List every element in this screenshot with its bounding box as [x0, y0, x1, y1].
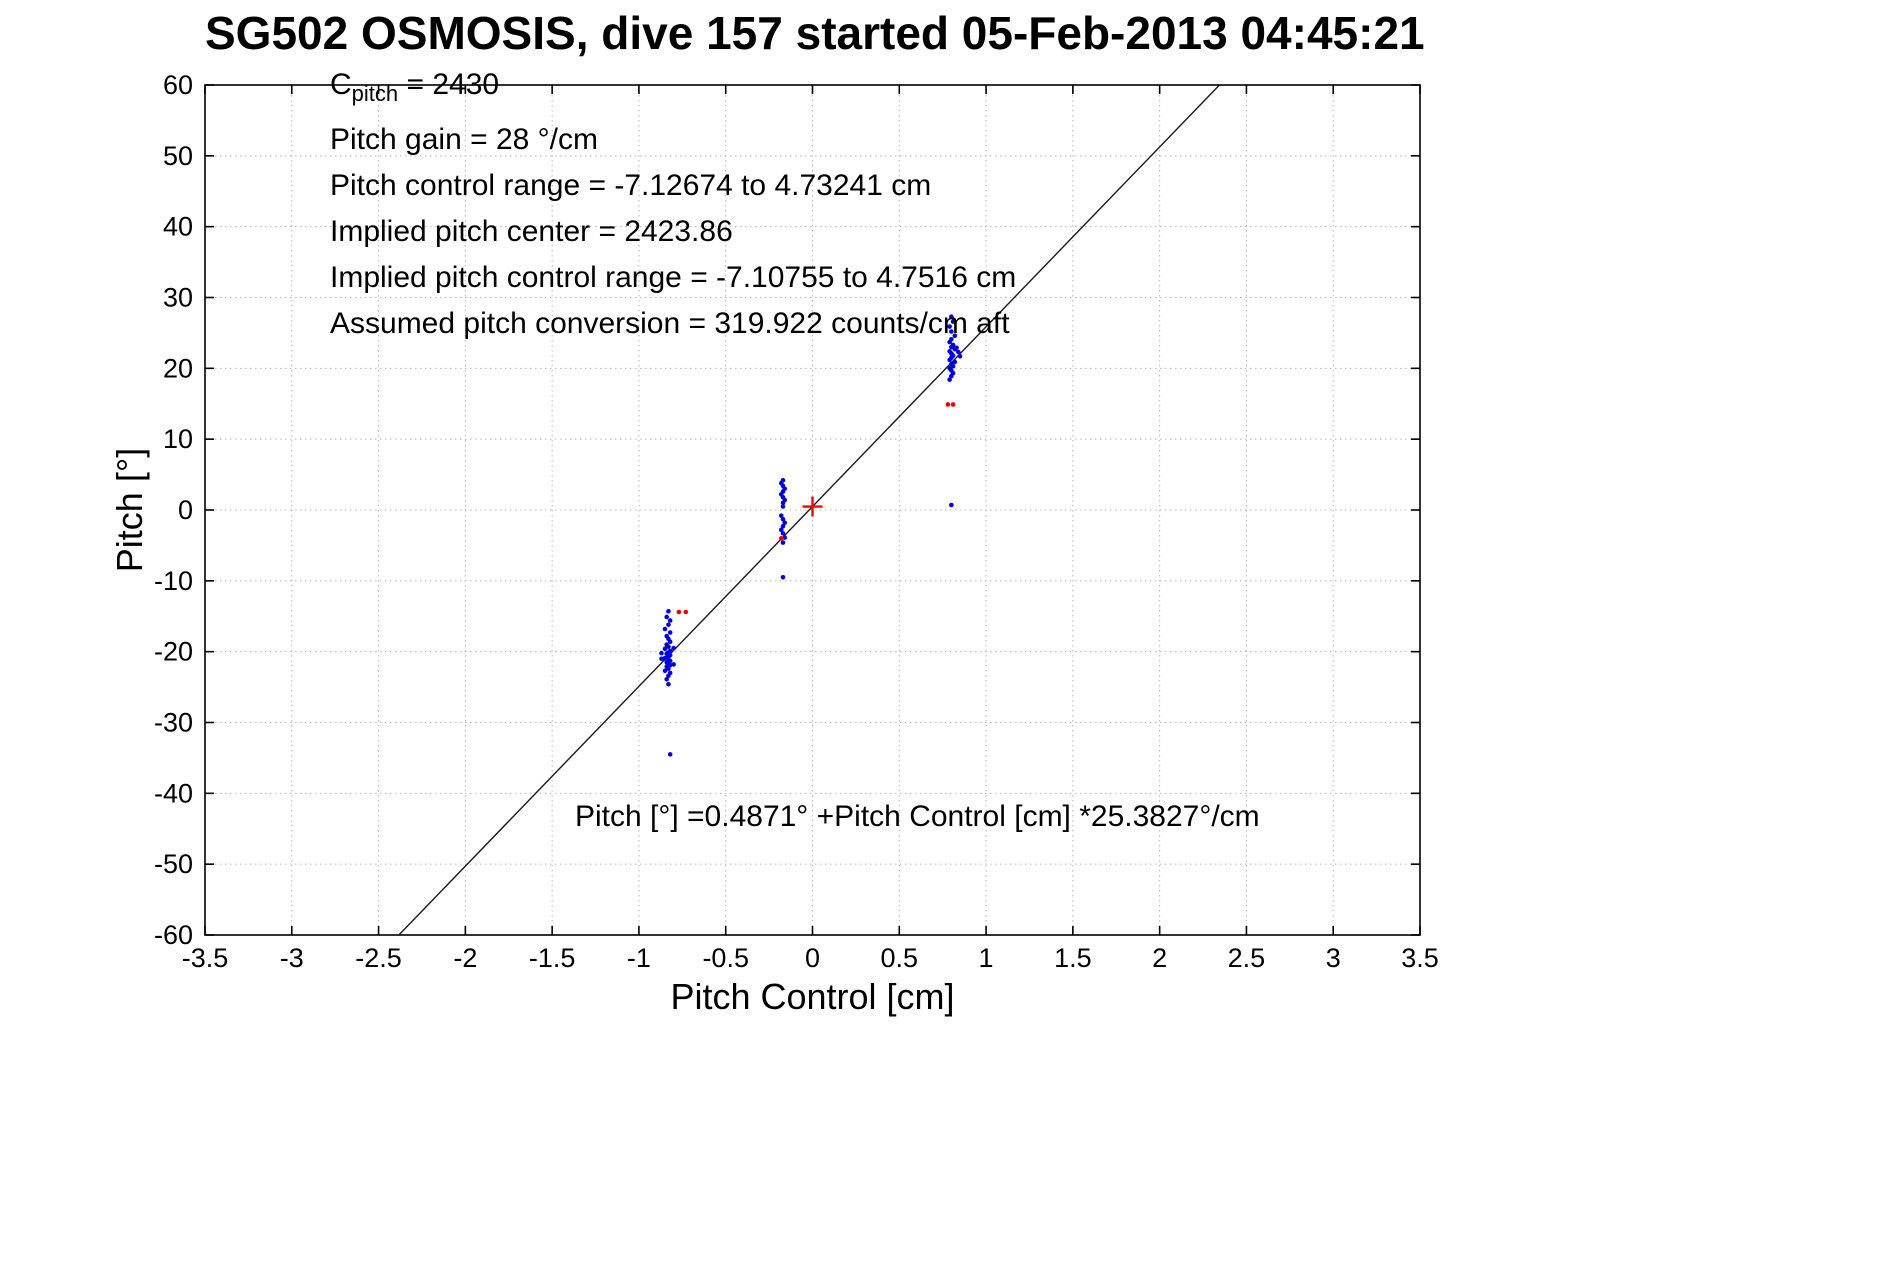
annotation-pitch-conversion: Assumed pitch conversion = 319.922 count… [330, 307, 1010, 340]
pitch-observations-point [662, 626, 668, 632]
y-tick-label: -50 [154, 849, 193, 879]
flagged-points-point [676, 609, 682, 615]
pitch-observations-point [949, 502, 954, 508]
y-tick-label: -40 [154, 778, 193, 808]
x-tick-label: -0.5 [702, 943, 749, 973]
pitch-observations-point [780, 574, 786, 580]
pitch-observations-point [780, 523, 786, 529]
x-tick-label: -2 [453, 943, 477, 973]
pitch-observations-point [949, 373, 954, 379]
pitch-observations-point [778, 513, 784, 518]
pitch-observations-point [667, 618, 673, 623]
pitch-observations-point [952, 333, 958, 339]
annotation-pitch-control-range: Pitch control range = -7.12674 to 4.7324… [330, 169, 932, 202]
pitch-observations-point [666, 673, 671, 679]
pitch-observations-point [667, 630, 673, 635]
chart-title: SG502 OSMOSIS, dive 157 started 05-Feb-2… [205, 7, 1425, 59]
pitch-observations-point [780, 516, 786, 522]
pitch-observations-point [956, 349, 961, 355]
cpitch-subscript: pitch [351, 81, 399, 106]
pitch-observations-point [666, 608, 671, 614]
x-tick-label: 3.5 [1401, 943, 1439, 973]
y-tick-label: 40 [163, 212, 193, 242]
x-axis-label: Pitch Control [cm] [670, 976, 955, 1017]
pitch-observations-point [666, 681, 671, 687]
pitch-observations-point [949, 314, 954, 319]
pitch-observations-point [659, 656, 664, 662]
pitch-observations-point [947, 324, 952, 329]
pitch-observations-point [947, 357, 952, 363]
pitch-observations-point [949, 329, 954, 334]
y-tick-label: -60 [154, 920, 193, 950]
x-tick-label: 1 [979, 943, 994, 973]
x-tick-label: -2.5 [355, 943, 402, 973]
annotation-cpitch: Cpitch = 2430 [330, 62, 1016, 117]
pitch-observations-point [950, 319, 956, 324]
pitch-observations-point [950, 363, 956, 369]
pitch-observations-point [947, 377, 952, 382]
pitch-observations-point [954, 345, 959, 351]
pitch-observations-point [666, 644, 671, 650]
y-tick-label: -10 [154, 566, 193, 596]
y-tick-label: 30 [163, 283, 193, 313]
pitch-observations-point [667, 662, 673, 668]
annotation-block: Cpitch = 2430 Pitch gain = 28 °/cm Pitch… [330, 62, 1016, 347]
pitch-observations-point [664, 614, 669, 620]
y-tick-label: 50 [163, 141, 193, 171]
x-tick-label: -3.5 [182, 943, 229, 973]
y-tick-label: 0 [178, 495, 193, 525]
flagged-points-point [683, 609, 689, 615]
regression-line [398, 84, 1220, 936]
y-tick-label: -20 [154, 637, 193, 667]
annotation-pitch-gain: Pitch gain = 28 °/cm [330, 123, 598, 156]
y-tick-label: -30 [154, 708, 193, 738]
pitch-observations-point [662, 646, 668, 652]
cpitch-symbol: C [330, 68, 352, 101]
pitch-observations-point [780, 500, 786, 506]
pitch-observations-point [782, 535, 788, 540]
x-tick-label: 0 [805, 943, 820, 973]
flagged-points-point [950, 402, 956, 407]
pitch-observations-point [778, 527, 784, 533]
y-tick-label: 60 [163, 70, 193, 100]
x-tick-label: 1.5 [1054, 943, 1092, 973]
y-tick-label: 20 [163, 353, 193, 383]
annotation-implied-pitch-center: Implied pitch center = 2423.86 [330, 215, 733, 248]
x-tick-label: -3 [280, 943, 304, 973]
pitch-observations-point [782, 520, 788, 526]
pitch-observations-point [667, 752, 673, 757]
flagged-points-point [778, 536, 784, 541]
pitch-observations-point [671, 662, 676, 667]
flagged-points-point [945, 402, 951, 407]
annotation-implied-pitch-control-range: Implied pitch control range = -7.10755 t… [330, 261, 1017, 294]
fit-equation: Pitch [°] =0.4871° +Pitch Control [cm] *… [575, 800, 1260, 833]
pitch-observations-point [666, 622, 671, 628]
x-tick-label: -1 [627, 943, 651, 973]
x-tick-label: 2.5 [1228, 943, 1266, 973]
y-tick-label: 10 [163, 424, 193, 454]
pitch-observations-point [659, 650, 664, 656]
x-tick-label: -1.5 [529, 943, 576, 973]
pitch-observations-point [666, 666, 671, 671]
pitch-observations-point [662, 668, 668, 674]
x-tick-label: 0.5 [881, 943, 919, 973]
x-tick-label: 3 [1326, 943, 1341, 973]
pitch-observations-point [780, 540, 786, 545]
pitch-observations-point [957, 353, 963, 359]
pitch-observations-point [947, 339, 952, 345]
pitch-observations-point [662, 655, 668, 661]
cpitch-value: = 2430 [398, 68, 500, 101]
pitch-observations-point [667, 639, 673, 645]
y-axis-label: Pitch [°] [109, 447, 150, 573]
pitch-observations-point [780, 504, 786, 509]
pitch-observations-point [671, 645, 676, 651]
x-tick-label: 2 [1152, 943, 1167, 973]
pitch-observations-point [952, 359, 958, 365]
pitch-observations-point [780, 531, 786, 536]
pitch-observations-point [949, 344, 954, 350]
pitch-observations-point [664, 676, 669, 682]
